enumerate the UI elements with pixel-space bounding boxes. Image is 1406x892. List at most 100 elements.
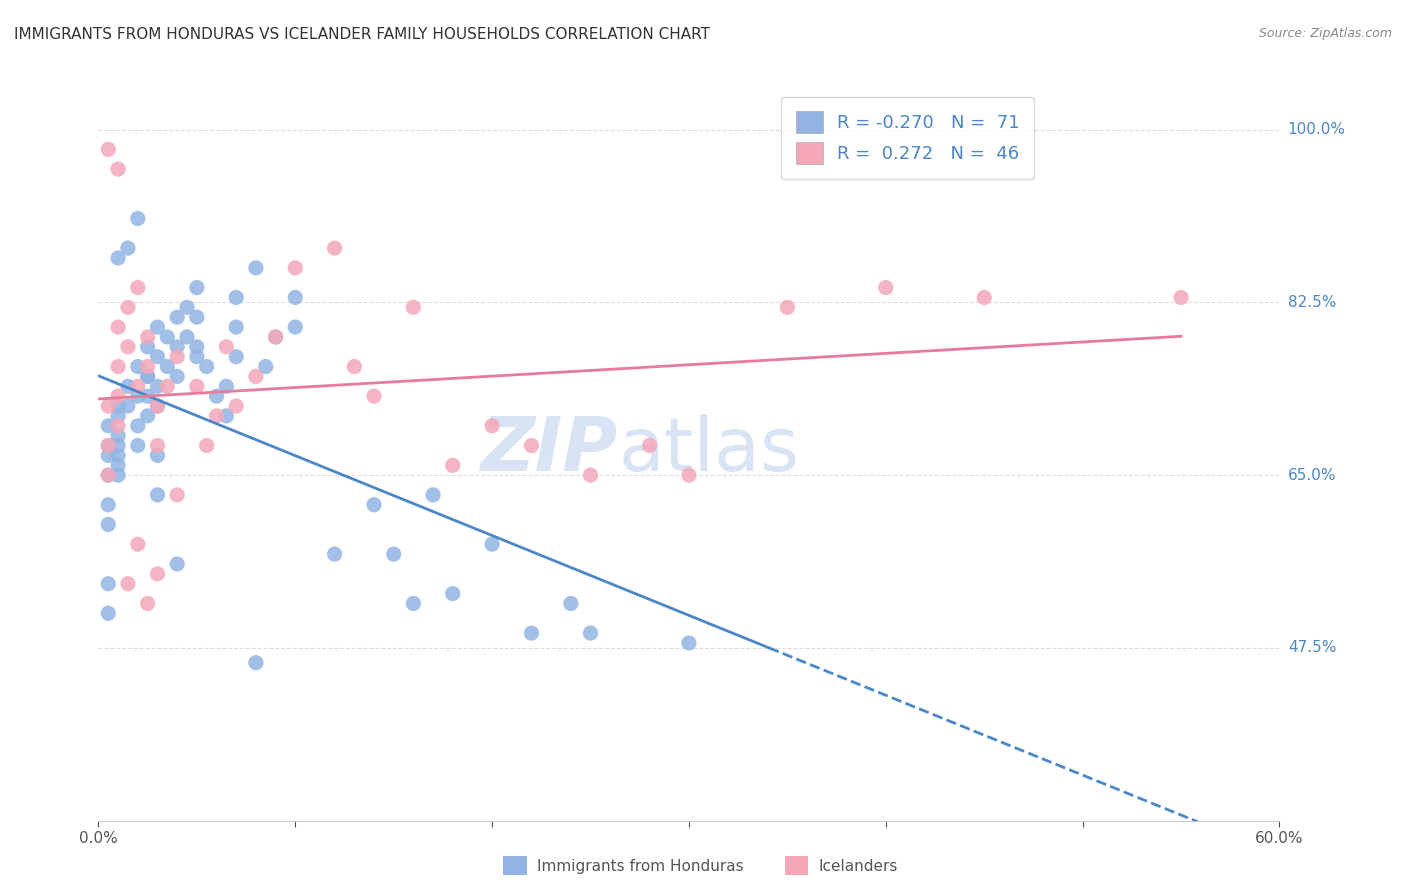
Point: [127, 211, 149, 226]
Point: [97, 438, 120, 452]
Point: [107, 162, 129, 177]
Point: [186, 280, 208, 294]
Point: [284, 320, 307, 334]
Point: [97, 607, 120, 621]
Point: [146, 438, 169, 452]
Point: [146, 399, 169, 413]
Point: [973, 290, 995, 304]
Point: [127, 280, 149, 294]
Point: [127, 389, 149, 403]
Point: [117, 399, 139, 413]
Point: [875, 280, 897, 294]
Point: [107, 251, 129, 265]
Point: [136, 369, 159, 384]
Point: [776, 301, 799, 315]
Point: [186, 379, 208, 393]
Text: 82.5%: 82.5%: [1288, 295, 1336, 310]
Point: [166, 310, 188, 325]
FancyBboxPatch shape: [503, 856, 527, 875]
Point: [579, 626, 602, 640]
Point: [422, 488, 444, 502]
Point: [146, 449, 169, 463]
Point: [264, 330, 287, 344]
Point: [215, 340, 238, 354]
Point: [107, 399, 129, 413]
Point: [127, 418, 149, 433]
Point: [107, 418, 129, 433]
Point: [363, 498, 385, 512]
Point: [107, 428, 129, 442]
Point: [382, 547, 405, 561]
Point: [136, 597, 159, 611]
Point: [560, 597, 582, 611]
Point: [225, 320, 247, 334]
Point: [136, 369, 159, 384]
Point: [225, 399, 247, 413]
Point: [402, 301, 425, 315]
Point: [107, 458, 129, 473]
Point: [97, 399, 120, 413]
Point: [146, 488, 169, 502]
Point: [136, 340, 159, 354]
Point: [97, 576, 120, 591]
Point: [117, 379, 139, 393]
Point: [176, 301, 198, 315]
Point: [205, 389, 228, 403]
Point: [264, 330, 287, 344]
Point: [107, 409, 129, 423]
Point: [146, 320, 169, 334]
Point: [402, 597, 425, 611]
Point: [215, 379, 238, 393]
Point: [1170, 290, 1192, 304]
Text: Source: ZipAtlas.com: Source: ZipAtlas.com: [1258, 27, 1392, 40]
Point: [117, 340, 139, 354]
Point: [323, 547, 346, 561]
Point: [186, 310, 208, 325]
Point: [225, 350, 247, 364]
Point: [166, 369, 188, 384]
Point: [146, 379, 169, 393]
Text: ZIP: ZIP: [481, 414, 619, 487]
Point: [117, 241, 139, 255]
Point: [225, 290, 247, 304]
Point: [136, 409, 159, 423]
Point: [127, 438, 149, 452]
Point: [97, 142, 120, 156]
Text: 100.0%: 100.0%: [1288, 122, 1346, 137]
Point: [363, 389, 385, 403]
Point: [97, 468, 120, 483]
Point: [97, 438, 120, 452]
Point: [127, 537, 149, 551]
Point: [638, 438, 661, 452]
Point: [195, 438, 218, 452]
Point: [254, 359, 277, 374]
Point: [166, 557, 188, 571]
Text: 65.0%: 65.0%: [1288, 467, 1336, 483]
Point: [343, 359, 366, 374]
Point: [245, 260, 267, 275]
Point: [107, 449, 129, 463]
Point: [107, 320, 129, 334]
Legend: R = -0.270   N =  71, R =  0.272   N =  46: R = -0.270 N = 71, R = 0.272 N = 46: [782, 96, 1035, 178]
Text: Icelanders: Icelanders: [818, 859, 897, 873]
Text: Immigrants from Honduras: Immigrants from Honduras: [537, 859, 744, 873]
Point: [245, 369, 267, 384]
Point: [481, 537, 503, 551]
Point: [136, 359, 159, 374]
Point: [146, 350, 169, 364]
Point: [245, 656, 267, 670]
Point: [97, 449, 120, 463]
Point: [520, 626, 543, 640]
Point: [176, 330, 198, 344]
Point: [186, 340, 208, 354]
Point: [136, 330, 159, 344]
Point: [284, 260, 307, 275]
Text: atlas: atlas: [619, 414, 799, 487]
Point: [323, 241, 346, 255]
Point: [97, 468, 120, 483]
Point: [146, 566, 169, 581]
Point: [186, 350, 208, 364]
Point: [166, 340, 188, 354]
Point: [107, 438, 129, 452]
Point: [97, 498, 120, 512]
